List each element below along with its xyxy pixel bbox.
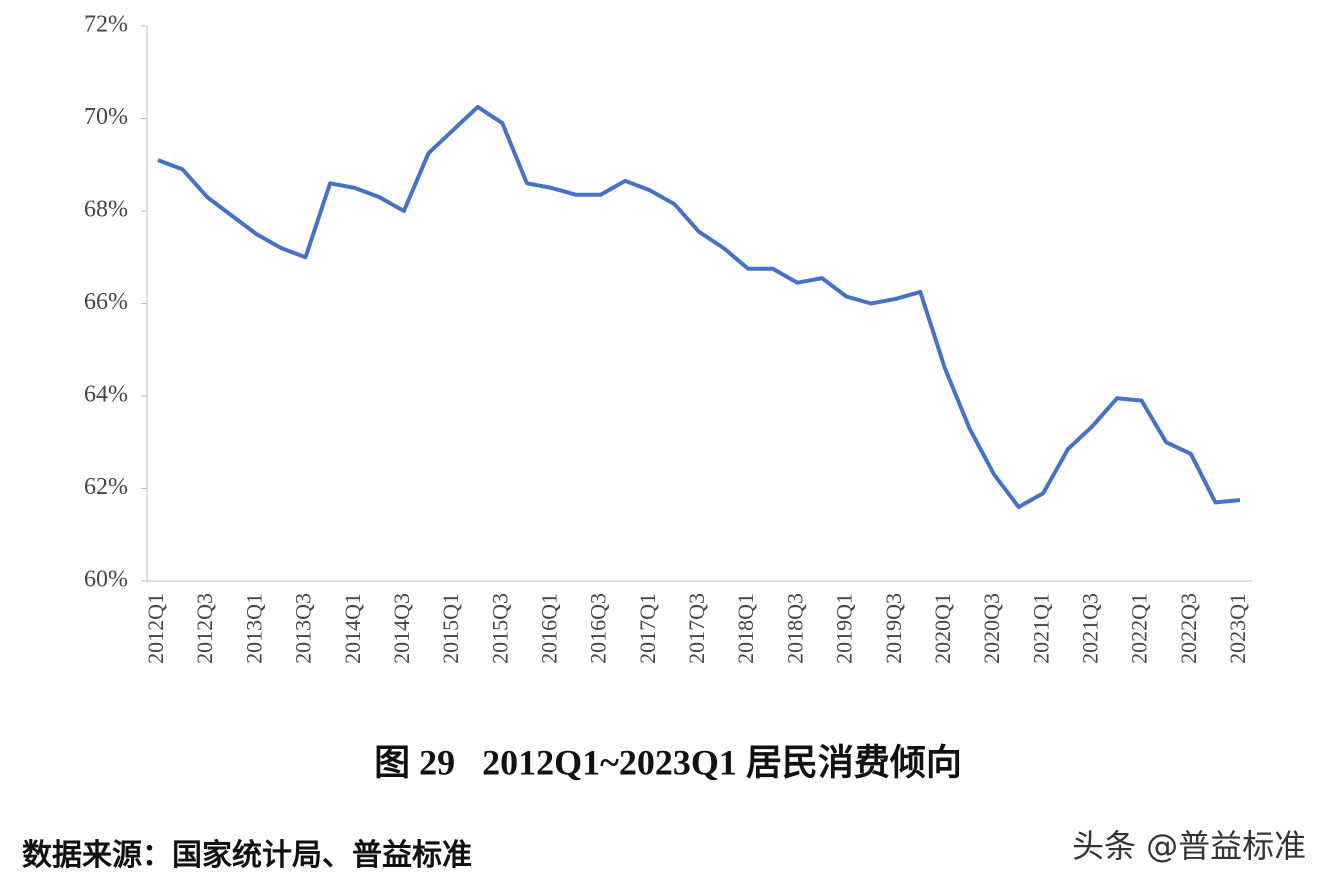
source-note: 数据来源：国家统计局、普益标准 <box>22 838 472 872</box>
x-tick-label: 2023Q1 <box>1225 593 1250 664</box>
y-tick-label: 68% <box>84 197 128 223</box>
x-tick-label: 2017Q1 <box>635 593 660 664</box>
y-tick-label: 60% <box>84 567 128 593</box>
y-tick-label: 66% <box>84 289 128 315</box>
chart-title: 图 29 2012Q1~2023Q1 居民消费倾向 <box>374 742 962 782</box>
x-tick-label: 2017Q3 <box>684 593 709 664</box>
x-tick-label: 2022Q3 <box>1176 593 1201 664</box>
x-tick-label: 2013Q3 <box>291 593 316 664</box>
x-tick-label: 2013Q1 <box>241 593 266 664</box>
x-tick-label: 2022Q1 <box>1127 593 1152 664</box>
x-tick-label: 2014Q3 <box>389 593 414 664</box>
x-tick-label: 2012Q3 <box>192 593 217 664</box>
x-tick-label: 2021Q1 <box>1028 593 1053 664</box>
x-tick-label: 2018Q1 <box>733 593 758 664</box>
x-tick-label: 2020Q1 <box>930 593 955 664</box>
y-tick-label: 70% <box>84 104 128 130</box>
data-line <box>157 104 1241 509</box>
x-tick-label: 2021Q3 <box>1078 593 1103 664</box>
x-tick-label: 2018Q3 <box>782 593 807 664</box>
x-tick-label: 2020Q3 <box>979 593 1004 664</box>
x-tick-label: 2019Q3 <box>881 593 906 664</box>
x-tick-label: 2016Q1 <box>537 593 562 664</box>
x-tick-label: 2016Q3 <box>586 593 611 664</box>
y-tick-label: 62% <box>84 474 128 500</box>
y-tick-label: 64% <box>84 382 128 408</box>
x-tick-label: 2014Q1 <box>340 593 365 664</box>
x-tick-label: 2012Q1 <box>143 593 168 664</box>
x-tick-label: 2019Q1 <box>832 593 857 664</box>
y-tick-label: 72% <box>84 12 128 38</box>
watermark: 头条 @普益标准 <box>1072 827 1306 865</box>
x-tick-label: 2015Q1 <box>438 593 463 664</box>
x-tick-label: 2015Q3 <box>487 593 512 664</box>
